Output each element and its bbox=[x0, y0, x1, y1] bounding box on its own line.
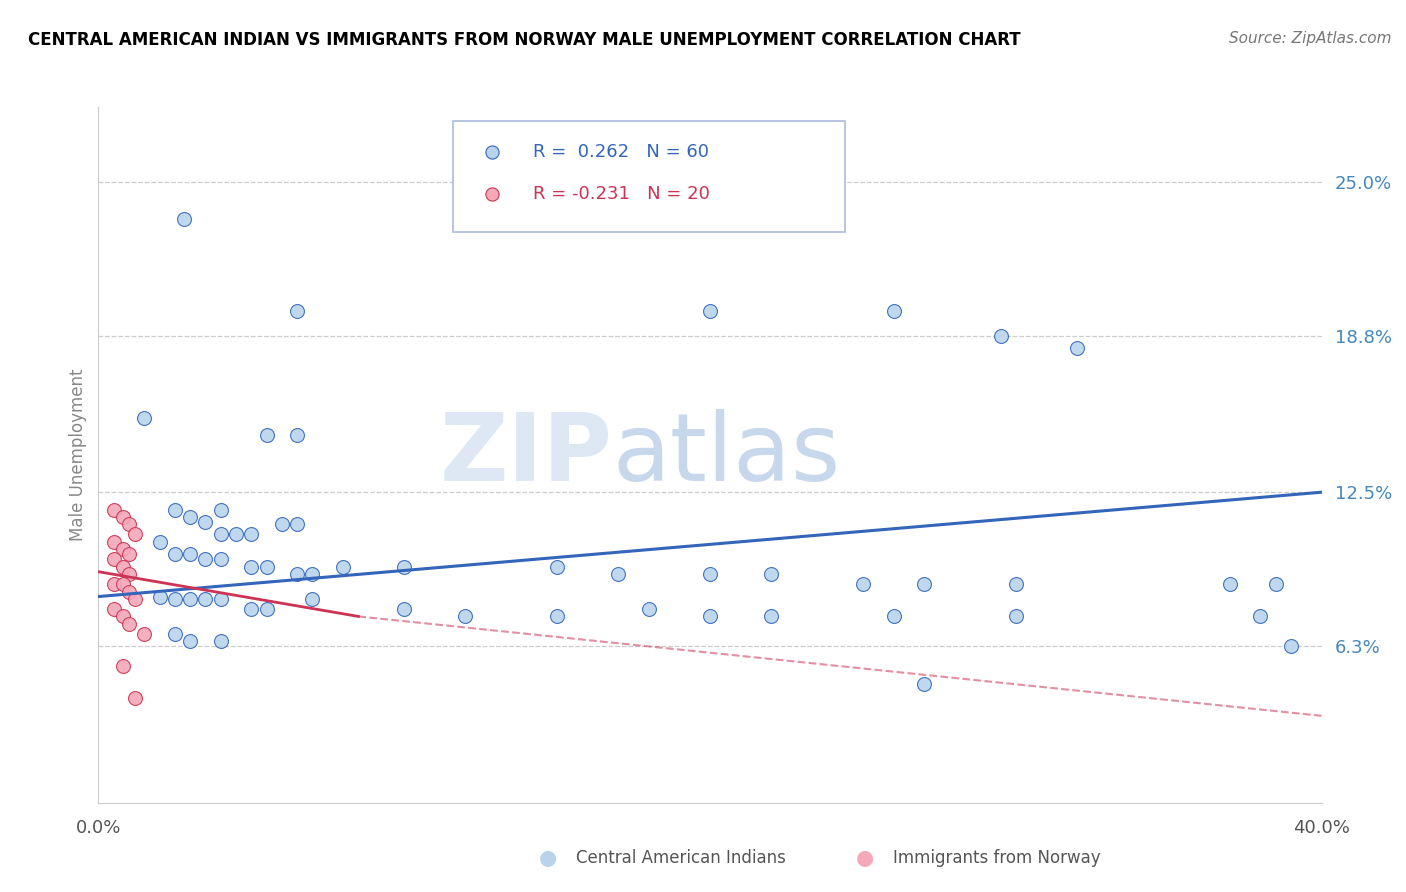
Point bbox=[149, 590, 172, 604]
Text: Central American Indians: Central American Indians bbox=[576, 849, 786, 867]
Point bbox=[209, 552, 232, 566]
Point bbox=[1004, 609, 1026, 624]
Point bbox=[111, 609, 134, 624]
Text: ●: ● bbox=[856, 848, 873, 868]
Point bbox=[332, 559, 354, 574]
Point bbox=[1004, 577, 1026, 591]
Point bbox=[209, 502, 232, 516]
Point bbox=[546, 559, 568, 574]
Point bbox=[111, 559, 134, 574]
Point bbox=[285, 428, 308, 442]
Point bbox=[256, 602, 278, 616]
Point bbox=[912, 676, 935, 690]
Point bbox=[124, 527, 146, 541]
Point bbox=[118, 584, 141, 599]
Y-axis label: Male Unemployment: Male Unemployment bbox=[69, 368, 87, 541]
Point bbox=[111, 659, 134, 673]
Point bbox=[607, 567, 630, 582]
Point bbox=[392, 559, 416, 574]
Point bbox=[103, 602, 125, 616]
Point bbox=[124, 592, 146, 607]
Point bbox=[1249, 609, 1271, 624]
Point bbox=[759, 567, 782, 582]
Point bbox=[852, 577, 875, 591]
Point bbox=[179, 634, 201, 648]
Point bbox=[118, 517, 141, 532]
Point bbox=[240, 559, 263, 574]
Point bbox=[163, 627, 186, 641]
FancyBboxPatch shape bbox=[453, 121, 845, 232]
Point bbox=[301, 592, 323, 607]
Point bbox=[134, 627, 156, 641]
Point bbox=[103, 535, 125, 549]
Point bbox=[118, 616, 141, 631]
Point bbox=[134, 410, 156, 425]
Point bbox=[124, 691, 146, 706]
Point bbox=[111, 577, 134, 591]
Point bbox=[111, 542, 134, 557]
Point bbox=[209, 634, 232, 648]
Text: R = -0.231   N = 20: R = -0.231 N = 20 bbox=[533, 185, 710, 203]
Text: R =  0.262   N = 60: R = 0.262 N = 60 bbox=[533, 144, 709, 161]
Point bbox=[285, 567, 308, 582]
Point bbox=[179, 547, 201, 561]
Point bbox=[454, 609, 477, 624]
Text: atlas: atlas bbox=[612, 409, 841, 501]
Point bbox=[1279, 639, 1302, 653]
Text: Source: ZipAtlas.com: Source: ZipAtlas.com bbox=[1229, 31, 1392, 46]
Point bbox=[163, 547, 186, 561]
Point bbox=[163, 592, 186, 607]
Text: Immigrants from Norway: Immigrants from Norway bbox=[893, 849, 1101, 867]
Point bbox=[637, 602, 661, 616]
Point bbox=[103, 552, 125, 566]
Point bbox=[285, 303, 308, 318]
Point bbox=[179, 510, 201, 524]
Point bbox=[240, 602, 263, 616]
Point bbox=[699, 303, 721, 318]
Point bbox=[209, 527, 232, 541]
Point bbox=[118, 567, 141, 582]
Point bbox=[194, 515, 217, 529]
Point bbox=[118, 547, 141, 561]
Point bbox=[225, 527, 247, 541]
Text: CENTRAL AMERICAN INDIAN VS IMMIGRANTS FROM NORWAY MALE UNEMPLOYMENT CORRELATION : CENTRAL AMERICAN INDIAN VS IMMIGRANTS FR… bbox=[28, 31, 1021, 49]
Point bbox=[256, 428, 278, 442]
Point bbox=[912, 577, 935, 591]
Point bbox=[179, 592, 201, 607]
Point bbox=[392, 602, 416, 616]
Point bbox=[990, 328, 1012, 343]
Point bbox=[111, 510, 134, 524]
Point bbox=[699, 567, 721, 582]
Point bbox=[194, 552, 217, 566]
Point bbox=[1066, 341, 1088, 355]
Point bbox=[1219, 577, 1241, 591]
Point bbox=[163, 502, 186, 516]
Point bbox=[759, 609, 782, 624]
Point bbox=[240, 527, 263, 541]
Point bbox=[194, 592, 217, 607]
Point bbox=[256, 559, 278, 574]
Point bbox=[270, 517, 292, 532]
Point bbox=[699, 609, 721, 624]
Point bbox=[883, 609, 905, 624]
Point bbox=[209, 592, 232, 607]
Text: ●: ● bbox=[540, 848, 557, 868]
Point bbox=[1264, 577, 1286, 591]
Point bbox=[149, 535, 172, 549]
Point bbox=[301, 567, 323, 582]
Point bbox=[103, 577, 125, 591]
Point bbox=[883, 303, 905, 318]
Point bbox=[285, 517, 308, 532]
Point bbox=[546, 609, 568, 624]
Text: ZIP: ZIP bbox=[439, 409, 612, 501]
Point bbox=[173, 211, 195, 226]
Point bbox=[103, 502, 125, 516]
